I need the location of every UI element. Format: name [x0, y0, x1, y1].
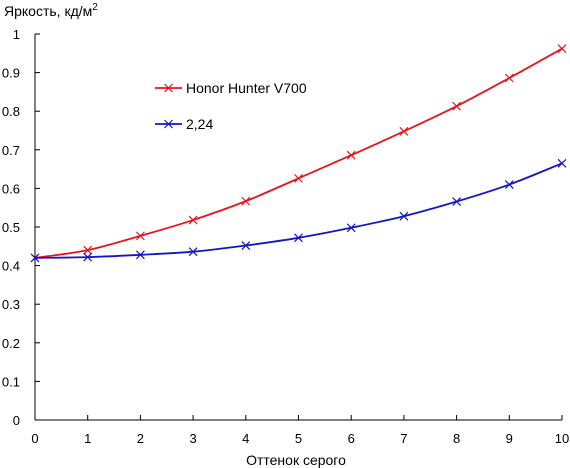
data-point [557, 44, 567, 54]
x-tick-label: 10 [555, 431, 569, 446]
series-layer [30, 44, 567, 263]
series-2 [30, 158, 567, 263]
data-point [399, 211, 409, 221]
y-tick-label: 0.3 [2, 297, 20, 312]
x-tick-label: 6 [348, 431, 355, 446]
data-point [135, 231, 145, 241]
data-point [83, 252, 93, 262]
data-point [294, 233, 303, 243]
x-tick-label: 0 [31, 431, 38, 446]
y-tick-label: 0.2 [2, 336, 20, 351]
y-tick-label: 1 [13, 27, 20, 42]
y-tick-label: 0.9 [2, 66, 20, 81]
legend-label: Honor Hunter V700 [186, 80, 307, 96]
y-tick-label: 0.5 [2, 220, 20, 235]
data-point [188, 247, 198, 257]
data-point [452, 101, 462, 111]
y-axis-title-text: Яркость, кд/м [4, 3, 92, 19]
data-point [399, 126, 409, 136]
legend-item: Honor Hunter V700 [155, 80, 307, 96]
x-tick-label: 3 [189, 431, 196, 446]
y-tick-label: 0.7 [2, 143, 20, 158]
legend: Honor Hunter V700 2,24 [155, 80, 307, 132]
data-point [83, 245, 93, 255]
data-point [188, 215, 198, 225]
x-tick-label: 2 [137, 431, 144, 446]
x-tick-label: 7 [400, 431, 407, 446]
series-1 [30, 44, 567, 263]
data-point [346, 150, 356, 160]
data-point [30, 253, 40, 263]
data-point [504, 73, 514, 83]
x-axis-ticks: 0 1 2 3 4 5 6 7 8 9 10 [31, 415, 569, 446]
data-point [452, 197, 462, 206]
y-tick-label: 0.1 [2, 374, 20, 389]
x-tick-label: 8 [453, 431, 460, 446]
legend-label: 2,24 [186, 116, 213, 132]
legend-swatch-marker [164, 119, 173, 129]
x-tick-label: 5 [295, 431, 302, 446]
x-tick-label: 1 [84, 431, 91, 446]
y-tick-label: 0 [13, 413, 20, 428]
data-point [241, 241, 251, 250]
legend-item: 2,24 [155, 116, 213, 132]
x-tick-label: 9 [506, 431, 513, 446]
legend-swatch-marker [164, 83, 173, 93]
y-tick-label: 0.8 [2, 104, 20, 119]
data-point [346, 223, 356, 233]
x-axis-title: Оттенок серого [246, 452, 346, 468]
data-point [557, 158, 567, 168]
data-point [294, 173, 303, 183]
y-axis-title-superscript: 2 [92, 2, 98, 13]
y-axis-title: Яркость, кд/м2 [4, 2, 98, 19]
data-point [135, 250, 145, 260]
data-point [241, 196, 251, 206]
x-tick-label: 4 [242, 431, 249, 446]
y-tick-label: 0.4 [2, 259, 20, 274]
y-tick-label: 0.6 [2, 181, 20, 196]
data-point [504, 180, 514, 189]
y-axis-ticks: 0 0.1 0.2 0.3 0.4 0.5 0.6 0.7 0.8 0.9 1 [2, 27, 40, 428]
